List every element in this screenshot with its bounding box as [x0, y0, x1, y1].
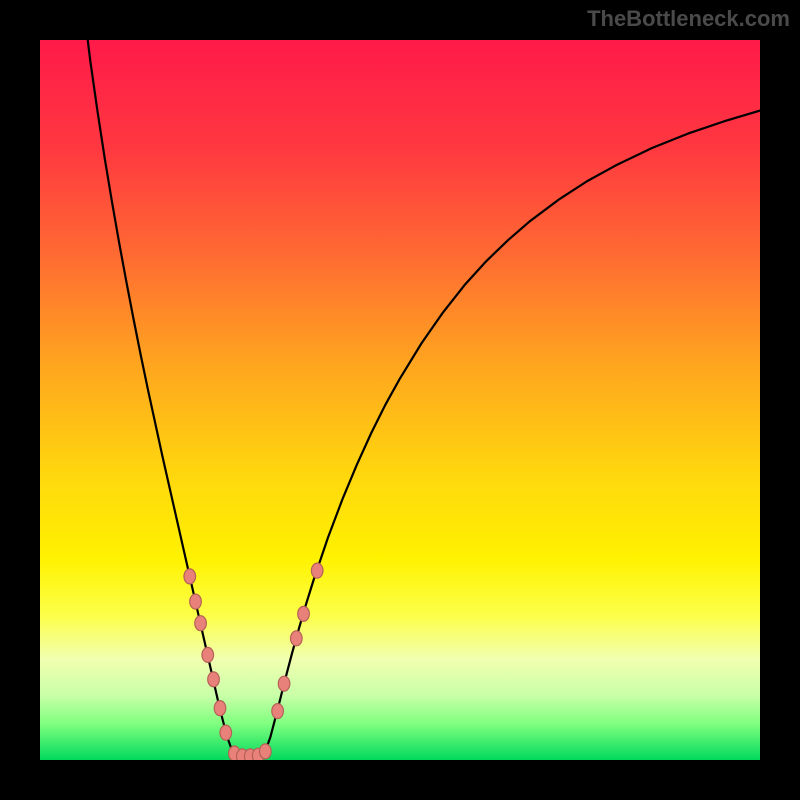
marker-point	[184, 569, 196, 584]
marker-point	[202, 647, 214, 662]
marker-point	[214, 701, 226, 716]
marker-point	[260, 744, 272, 759]
marker-point	[190, 594, 202, 609]
bottleneck-chart	[0, 0, 800, 800]
marker-point	[208, 672, 220, 687]
watermark-label: TheBottleneck.com	[587, 6, 790, 32]
marker-point	[195, 616, 207, 631]
marker-point	[272, 704, 284, 719]
marker-point	[278, 676, 290, 691]
marker-point	[311, 563, 323, 578]
marker-point	[291, 631, 303, 646]
marker-point	[220, 725, 232, 740]
marker-point	[298, 606, 310, 621]
